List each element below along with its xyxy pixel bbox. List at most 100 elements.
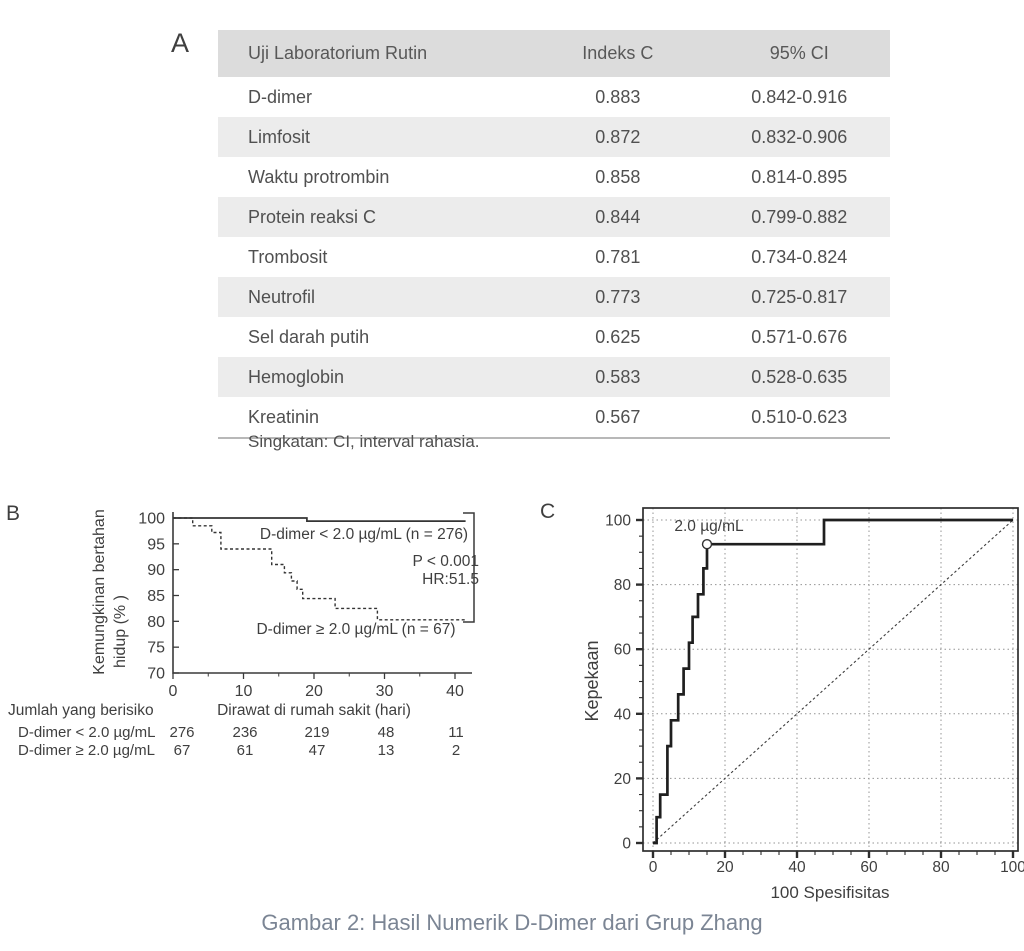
risk-row-label: D-dimer ≥ 2.0 µg/mL (18, 742, 155, 759)
ci-cell: 0.510-0.623 (751, 406, 848, 427)
roc-ytick-label: 80 (614, 577, 632, 594)
roc-ytick-label: 0 (622, 836, 631, 853)
risk-count: 13 (378, 742, 395, 759)
lab-table-body: D-dimer 0.883 0.842-0.916 Limfosit 0.872 0.83… (218, 77, 890, 438)
panel-b-label: B (6, 502, 21, 525)
ci-cell: 0.814-0.895 (751, 166, 848, 187)
table-row: Protein reaksi C 0.844 0.799-0.882 (218, 197, 890, 237)
roc-ytick-label: 100 (605, 513, 631, 530)
lab-table-header: Uji Laboratorium Rutin Indeks C 95% CI (218, 30, 890, 77)
roc-ytick-label: 60 (614, 642, 632, 659)
header-row: Uji Laboratorium Rutin Indeks C 95% CI (218, 30, 890, 77)
km-curve-high-ddimer (173, 517, 466, 621)
km-xtick-label: 10 (235, 683, 253, 700)
roc-xtick-label: 100 (1000, 859, 1024, 876)
risk-count: 47 (309, 742, 326, 759)
c-index-cell: 0.781 (595, 246, 641, 267)
risk-count: 67 (174, 742, 191, 759)
roc-xtick-label: 80 (932, 859, 950, 876)
c-index-cell: 0.625 (595, 326, 641, 347)
panel-a-label: A (171, 28, 190, 58)
km-xaxis-label: Dirawat di rumah sakit (hari) (217, 702, 411, 719)
c-index-cell: 0.583 (595, 366, 641, 387)
km-survival-chart: 70 75 80 85 90 95 100 0 10 20 30 40 Kemungkinan bert… (8, 509, 479, 759)
table-footnote: Singkatan: CI, interval rahasia. (248, 432, 480, 451)
roc-chart: 0 20 40 60 80 100 0 20 40 60 80 100 Kepekaan 100 Spes… (582, 507, 1024, 902)
test-name-cell: Limfosit (248, 126, 311, 147)
roc-xtick-label: 40 (788, 859, 806, 876)
table-row: Sel darah putih 0.625 0.571-0.676 (218, 317, 890, 357)
km-label-low-ddimer: D-dimer < 2.0 µg/mL (n = 276) (260, 526, 468, 543)
risk-count: 48 (378, 724, 395, 741)
table-row: Neutrofil 0.773 0.725-0.817 (218, 277, 890, 317)
risk-count: 236 (232, 724, 257, 741)
roc-cutoff-marker (701, 539, 713, 550)
test-name-cell: Trombosit (248, 246, 328, 267)
roc-diagonal-reference (652, 519, 1014, 844)
risk-count: 11 (448, 724, 464, 741)
km-xtick-label: 0 (169, 683, 178, 700)
c-index-cell: 0.872 (595, 126, 641, 147)
risk-count: 2 (452, 742, 460, 759)
c-index-cell: 0.773 (595, 286, 641, 307)
km-xtick-label: 40 (446, 683, 464, 700)
km-ytick-label: 75 (147, 640, 165, 657)
risk-count: 61 (237, 742, 254, 759)
risk-count: 219 (304, 724, 329, 741)
table-row: D-dimer 0.883 0.842-0.916 (218, 77, 890, 117)
km-ytick-label: 70 (147, 666, 165, 683)
km-hazard-ratio: HR:51.5 (422, 571, 479, 588)
test-name-cell: Kreatinin (248, 406, 320, 427)
ci-cell: 0.842-0.916 (751, 86, 848, 107)
roc-cutoff-label: 2.0 µg/mL (674, 518, 744, 535)
c-index-cell: 0.844 (595, 206, 641, 227)
roc-ytick-label: 20 (614, 771, 632, 788)
table-row: Waktu protrombin 0.858 0.814-0.895 (218, 157, 890, 197)
c-index-cell: 0.883 (595, 86, 641, 107)
km-label-high-ddimer: D-dimer ≥ 2.0 µg/mL (n = 67) (256, 621, 455, 638)
roc-yaxis-label: Kepekaan (582, 640, 602, 721)
ci-cell: 0.832-0.906 (751, 126, 848, 147)
km-ytick-label: 80 (147, 614, 165, 631)
column-header-1: Indeks C (582, 43, 654, 63)
roc-xtick-label: 0 (649, 859, 658, 876)
km-p-value: P < 0.001 (412, 553, 479, 570)
km-ytick-label: 100 (138, 511, 165, 528)
figure-caption: Gambar 2: Hasil Numerik D-Dimer dari Gru… (261, 910, 763, 935)
roc-xaxis-label: 100 Spesifisitas (770, 883, 889, 902)
km-xtick-label: 20 (305, 683, 323, 700)
roc-xtick-label: 60 (860, 859, 878, 876)
column-header-0: Uji Laboratorium Rutin (248, 43, 428, 63)
table-row: Trombosit 0.781 0.734-0.824 (218, 237, 890, 277)
test-name-cell: Protein reaksi C (248, 206, 377, 227)
risk-table-title: Jumlah yang berisiko (8, 702, 154, 719)
km-curve-low-ddimer (173, 517, 466, 522)
km-ytick-label: 90 (147, 562, 165, 579)
ci-cell: 0.734-0.824 (751, 246, 848, 267)
ci-cell: 0.571-0.676 (751, 326, 848, 347)
panel-c-label: C (540, 500, 556, 523)
c-index-cell: 0.858 (595, 166, 641, 187)
ci-cell: 0.528-0.635 (751, 366, 848, 387)
table-row: Kreatinin 0.567 0.510-0.623 (218, 397, 890, 438)
test-name-cell: Waktu protrombin (248, 166, 390, 187)
risk-row-label: D-dimer < 2.0 µg/mL (18, 724, 155, 741)
km-xtick-label: 30 (376, 683, 394, 700)
test-name-cell: D-dimer (248, 86, 313, 107)
roc-ytick-label: 40 (614, 706, 632, 723)
column-header-2: 95% CI (769, 43, 829, 63)
risk-count: 276 (169, 724, 194, 741)
roc-curve (653, 518, 1013, 845)
table-row: Limfosit 0.872 0.832-0.906 (218, 117, 890, 157)
km-ytick-label: 85 (147, 588, 165, 605)
km-comparison-bracket (463, 512, 475, 623)
table-row: Hemoglobin 0.583 0.528-0.635 (218, 357, 890, 397)
km-ylabel-line1: Kemungkinan bertahan (91, 509, 108, 674)
c-index-cell: 0.567 (595, 406, 641, 427)
ci-cell: 0.799-0.882 (751, 206, 848, 227)
km-ytick-label: 95 (147, 536, 165, 553)
test-name-cell: Sel darah putih (248, 326, 370, 347)
roc-frame (642, 507, 1019, 852)
ci-cell: 0.725-0.817 (751, 286, 848, 307)
